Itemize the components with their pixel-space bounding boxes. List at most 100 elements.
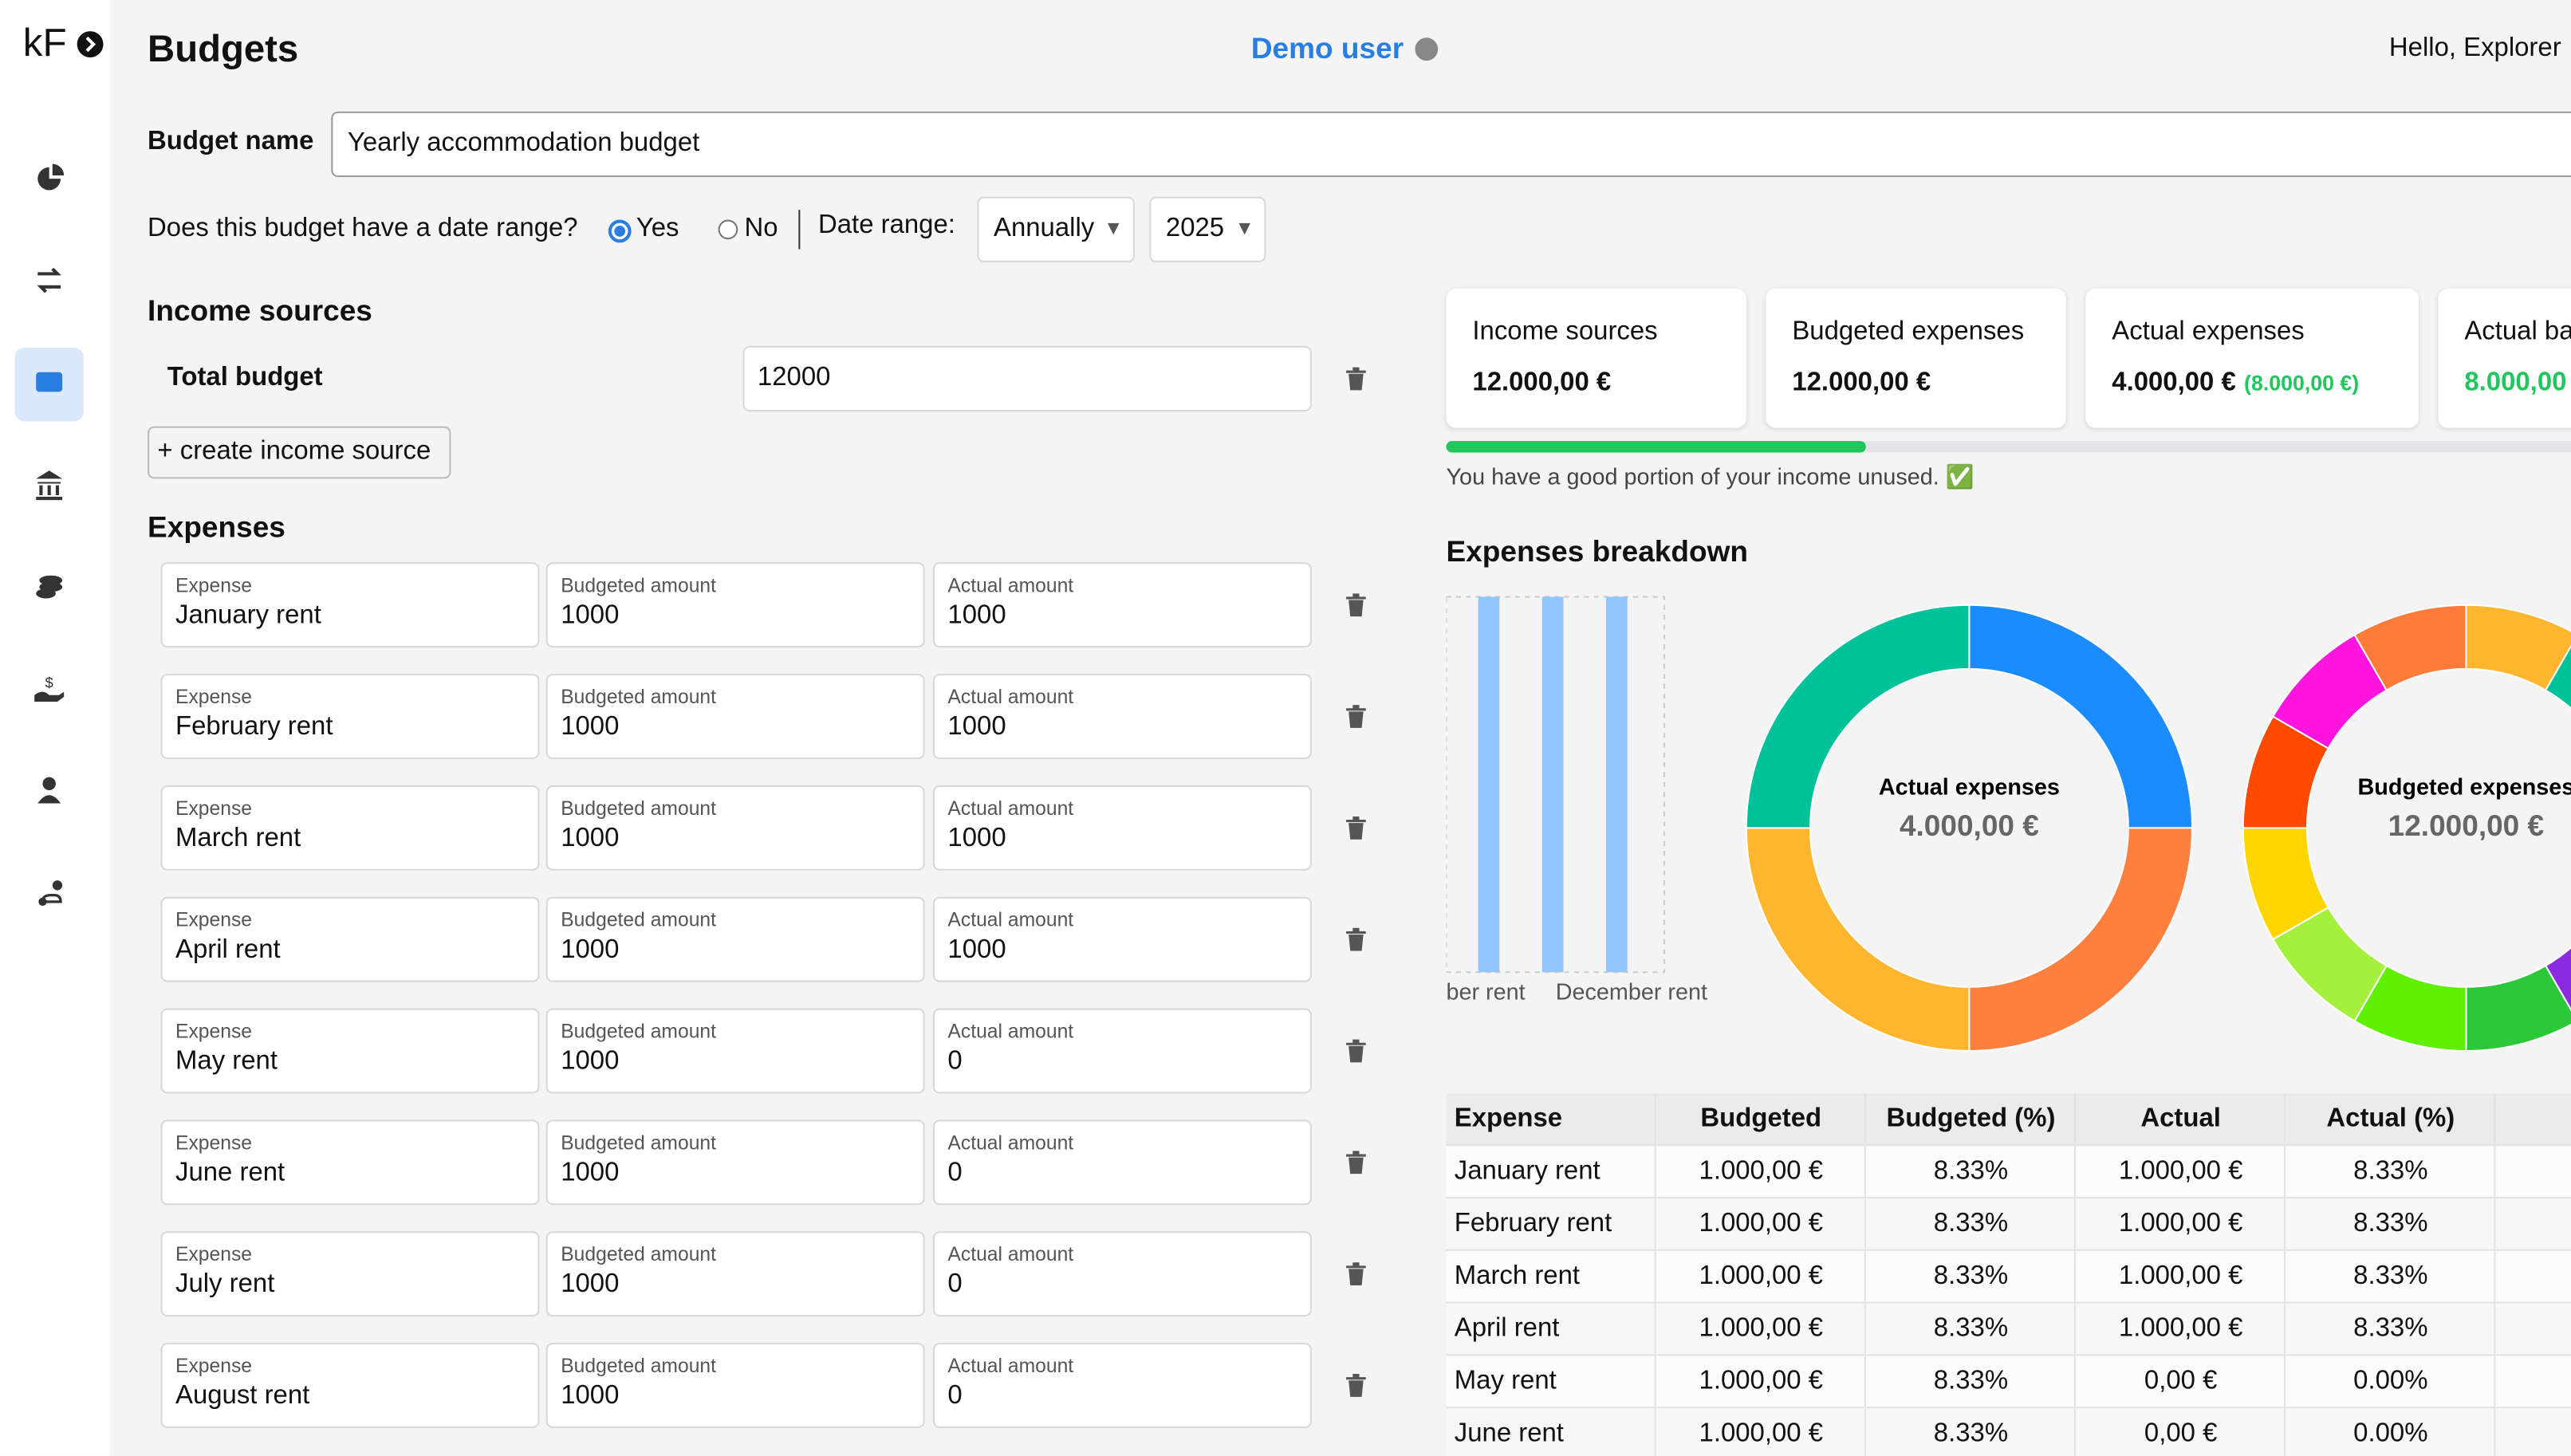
expense-field[interactable]: Expense March rent [160,785,540,871]
expense-field[interactable]: Budgeted amount 1000 [545,1120,925,1206]
table-value: June rent [1454,1419,1564,1448]
bar [1605,596,1628,973]
expense-field[interactable]: Actual amount 0 [932,1008,1312,1094]
delete-button[interactable] [1345,592,1368,618]
card-value: 4.000,00 € (8.000,00 €) [2112,368,2360,397]
table-cell: 0 [2495,1303,2571,1356]
delete-button[interactable] [1345,815,1368,841]
expense-field[interactable]: Actual amount 0 [932,1342,1312,1428]
table-value: May rent [1454,1367,1557,1395]
nav-routes[interactable] [52,880,63,891]
table-cell: 8.33% [1865,1408,2077,1456]
table-cell: 8.33% [1865,1198,2077,1251]
table-header: Actual (%) [2326,1104,2455,1133]
delete-button[interactable] [1345,1149,1368,1175]
sidebar [0,0,110,1456]
field-value: February rent [175,713,333,742]
table-cell: 8.33% [2286,1146,2496,1199]
field-value: 0 [947,1270,963,1299]
table-value: 0,00 € [2144,1367,2218,1395]
field-value: 1000 [947,824,1006,853]
expense-field[interactable]: Actual amount 1000 [932,896,1312,982]
table-value: 8.33% [1933,1315,2009,1343]
field-value: 1000 [561,824,620,853]
expense-field[interactable]: Budgeted amount 1000 [545,562,925,648]
income-input[interactable]: 12000 [742,345,1312,412]
card-title: Budgeted expenses [1792,317,2025,346]
field-value: 1000 [561,713,620,742]
collapse-icon[interactable] [77,31,104,57]
expense-field[interactable]: Budgeted amount 1000 [545,896,925,982]
page-title: Budgets [148,26,299,70]
table-header: Expense [1454,1104,1563,1133]
nav-budgets[interactable] [36,372,63,392]
field-value: July rent [175,1270,275,1299]
delete-button[interactable] [1345,927,1368,953]
delete-button[interactable] [1345,703,1368,730]
expense-field[interactable]: Budgeted amount 1000 [545,1231,925,1317]
expense-field[interactable]: Actual amount 1000 [932,562,1312,648]
field-value: 1000 [561,1382,620,1411]
table-cell: 0 [2495,1146,2571,1199]
nav-income[interactable] [34,691,65,702]
summary-card: Budgeted expenses 12.000,00 € [1766,288,2066,428]
card-title: Income sources [1472,317,1658,346]
table-value: 1.000,00 € [1699,1262,1824,1291]
table-value: 8.33% [1933,1367,2009,1395]
field-value: 0 [947,1382,963,1411]
expense-field[interactable]: Expense May rent [160,1008,540,1094]
expense-field[interactable]: Actual amount 1000 [932,785,1312,871]
nav-dashboard[interactable] [37,167,61,191]
expense-field[interactable]: Expense June rent [160,1120,540,1206]
expense-field[interactable]: Actual amount 0 [932,1120,1312,1206]
table-value: March rent [1454,1262,1581,1291]
expense-field[interactable]: Expense February rent [160,674,540,759]
budget-name-label: Budget name [148,128,314,156]
radio-no[interactable] [718,219,738,240]
table-cell: 0.00% [2286,1408,2496,1456]
radio-yes[interactable] [608,219,632,243]
table-value: 8.33% [1933,1157,2009,1186]
table-cell: 1.000,00 € [1656,1408,1866,1456]
expense-field[interactable]: Budgeted amount 1000 [545,1342,925,1428]
expense-field[interactable]: Expense January rent [160,562,540,648]
table-value: 8.33% [1933,1419,2009,1448]
expense-field[interactable]: Budgeted amount 1000 [545,1008,925,1094]
field-label: Budgeted amount [561,1131,717,1155]
nav-profile[interactable] [42,777,56,791]
nav-transactions[interactable] [37,267,61,293]
expense-field[interactable]: Actual amount 1000 [932,674,1312,759]
field-value: 1000 [561,601,620,630]
field-value: 1000 [561,936,620,964]
field-label: Budgeted amount [561,908,717,931]
expense-field[interactable]: Budgeted amount 1000 [545,785,925,871]
select[interactable]: Annually ▼ [977,196,1135,262]
table-cell: April rent [1446,1303,1656,1356]
expense-field[interactable]: Budgeted amount 1000 [545,674,925,759]
table-cell: 1.000,00 € [2076,1250,2286,1304]
field-label: Actual amount [947,1354,1074,1378]
donut-title: Actual expenses [1879,775,2060,801]
field-value: 1000 [947,713,1006,742]
delete-button[interactable] [1345,1038,1368,1064]
table-cell: 8.33% [2286,1250,2496,1304]
budget-name-value: Yearly accommodation budget [347,129,700,158]
delete-button[interactable] [1345,366,1368,392]
delete-button[interactable] [1345,1372,1368,1399]
delete-button[interactable] [1345,1261,1368,1287]
table-header: Actual [2140,1104,2221,1133]
select[interactable]: 2025 ▼ [1149,196,1266,262]
expense-field[interactable]: Expense August rent [160,1342,540,1428]
donut-segment [1968,604,2194,829]
field-label: Budgeted amount [561,1019,717,1043]
table-header: Budgeted (%) [1886,1104,2056,1133]
expense-field[interactable]: Expense April rent [160,896,540,982]
budget-name-input[interactable]: Yearly accommodation budget [331,111,2571,178]
table-cell: 0,00 € [2076,1408,2286,1456]
expense-field[interactable]: Actual amount 0 [932,1231,1312,1317]
create-income-button[interactable]: + create income source [148,426,451,479]
expense-field[interactable]: Expense July rent [160,1231,540,1317]
table-value: 1.000,00 € [1699,1367,1824,1395]
table-value: 1.000,00 € [2118,1210,2243,1238]
table-cell: 8.33% [2286,1303,2496,1356]
